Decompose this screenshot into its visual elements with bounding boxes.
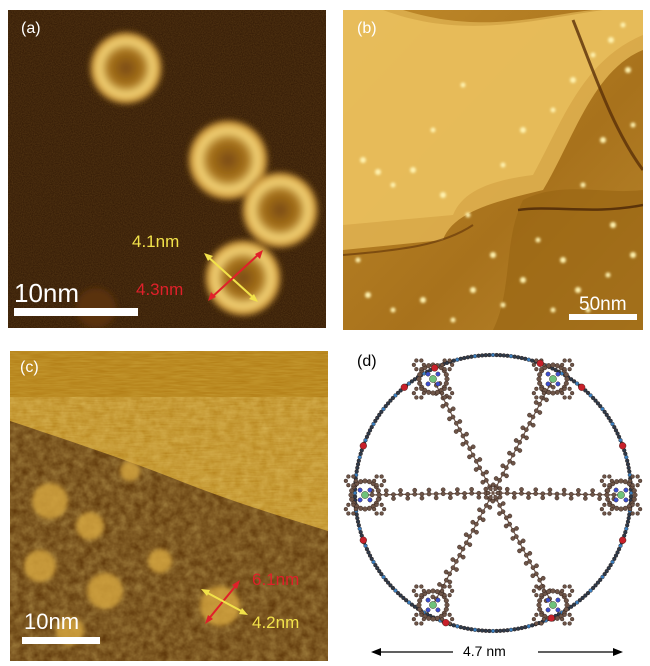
scale-bar-b bbox=[569, 314, 637, 320]
dimension-arrow bbox=[371, 648, 623, 656]
oxygen-atom bbox=[359, 536, 367, 544]
panel-d-label: (d) bbox=[357, 353, 377, 370]
panel-c-stm-image: (c) 6.1nm 4.2nm 10nm bbox=[10, 351, 328, 661]
panel-c-label: (c) bbox=[20, 359, 39, 376]
zinc-atom bbox=[617, 491, 625, 499]
scale-bar-a bbox=[14, 308, 138, 316]
zinc-atom bbox=[361, 491, 369, 499]
zinc-atom bbox=[549, 601, 557, 609]
molecule-structure bbox=[343, 352, 643, 634]
arrow-right-icon bbox=[613, 648, 623, 656]
measure-arrows-c bbox=[201, 580, 248, 624]
dimension-label: 4.7 nm bbox=[463, 643, 506, 659]
panel-b-label: (b) bbox=[357, 20, 377, 37]
measure-arrows-a bbox=[204, 250, 263, 302]
oxygen-atom bbox=[442, 619, 450, 627]
oxygen-atom bbox=[578, 383, 586, 391]
zinc-atom bbox=[549, 375, 557, 383]
panel-d-molecular-model: (d) 4.7 nm bbox=[343, 343, 643, 663]
oxygen-atom bbox=[547, 614, 555, 622]
panel-c-image bbox=[10, 351, 328, 661]
oxygen-atom bbox=[536, 359, 544, 367]
oxygen-atom bbox=[359, 442, 367, 450]
molecule-dots-b bbox=[355, 22, 636, 323]
scale-bar-c bbox=[22, 637, 100, 644]
measurement-red-a: 4.3nm bbox=[136, 280, 184, 299]
measurement-red-c: 6.1nm bbox=[252, 570, 300, 589]
oxygen-atom bbox=[619, 536, 627, 544]
panel-b-image bbox=[343, 10, 643, 330]
oxygen-atom bbox=[619, 442, 627, 450]
measurement-yellow-a: 4.1nm bbox=[132, 232, 180, 251]
scale-text-c: 10nm bbox=[24, 609, 80, 634]
scale-text-a: 10nm bbox=[14, 278, 80, 308]
panel-a-label: (a) bbox=[21, 20, 41, 37]
scale-text-b: 50nm bbox=[579, 294, 627, 315]
panel-a-stm-image: (a) 4.1nm 4.3nm 10nm bbox=[8, 10, 326, 328]
arrow-left-icon bbox=[371, 648, 381, 656]
zinc-atom bbox=[429, 375, 437, 383]
zinc-atom bbox=[429, 601, 437, 609]
panel-b-stm-image: (b) 50nm bbox=[343, 10, 643, 330]
panel-a-image bbox=[8, 10, 326, 328]
measurement-yellow-c: 4.2nm bbox=[252, 613, 300, 632]
oxygen-atom bbox=[431, 364, 439, 372]
oxygen-atom bbox=[400, 383, 408, 391]
